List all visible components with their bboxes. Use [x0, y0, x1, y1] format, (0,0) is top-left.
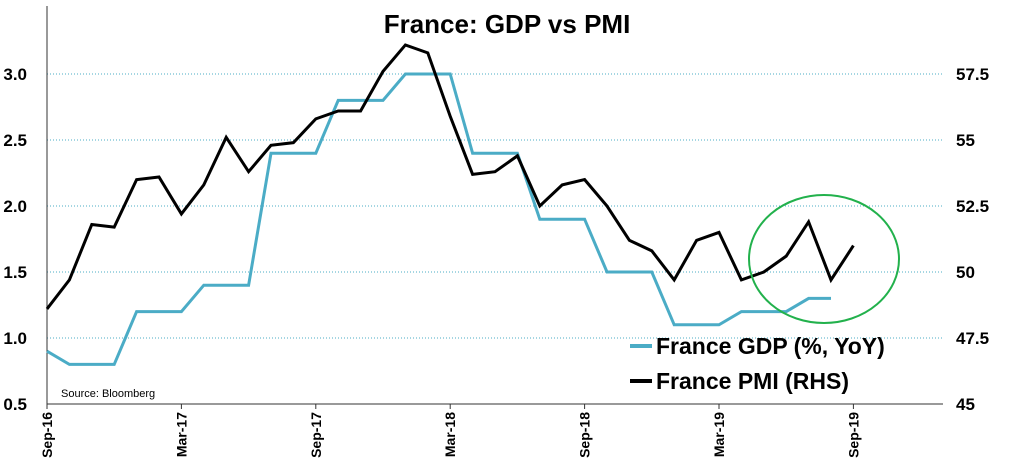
y-axis-left-labels: 0.5 1.0 1.5 2.0 2.5 3.0 — [3, 65, 27, 414]
y-tick-left: 2.0 — [3, 197, 27, 216]
x-axis-labels: Sep-16 Mar-17 Sep-17 Mar-18 Sep-18 Mar-19 Sep-… — [39, 404, 861, 458]
x-tick-label: Sep-19 — [845, 412, 861, 458]
y-tick-left: 2.5 — [3, 131, 27, 150]
chart-title: France: GDP vs PMI — [384, 9, 631, 39]
highlight-ellipse — [748, 194, 900, 324]
x-tick-label: Mar-19 — [711, 412, 727, 457]
y-tick-right: 55 — [956, 131, 975, 150]
y-tick-right: 57.5 — [956, 65, 989, 84]
series-lines — [45, 43, 855, 366]
y-axis-right-labels: 45 47.5 50 52.5 55 57.5 — [956, 65, 989, 414]
x-tick-label: Mar-18 — [442, 412, 458, 457]
axes — [46, 6, 943, 405]
y-tick-left: 3.0 — [3, 65, 27, 84]
y-tick-right: 47.5 — [956, 329, 989, 348]
y-tick-right: 52.5 — [956, 197, 989, 216]
y-tick-right: 45 — [956, 395, 975, 414]
series-line-gdp — [46, 72, 831, 366]
x-tick-label: Mar-17 — [173, 412, 189, 457]
y-tick-left: 1.5 — [3, 263, 27, 282]
y-tick-left: 0.5 — [3, 395, 27, 414]
x-tick-label: Sep-16 — [39, 412, 55, 458]
x-tick-label: Sep-18 — [577, 412, 593, 458]
legend-label-pmi: France PMI (RHS) — [656, 368, 849, 394]
series-line-pmi — [45, 43, 855, 310]
source-note: Source: Bloomberg — [61, 388, 155, 400]
y-tick-right: 50 — [956, 263, 975, 282]
legend-label-gdp: France GDP (%, YoY) — [656, 333, 885, 359]
x-tick-label: Sep-17 — [308, 412, 324, 458]
y-tick-left: 1.0 — [3, 329, 27, 348]
legend: France GDP (%, YoY) France PMI (RHS) — [630, 333, 885, 394]
